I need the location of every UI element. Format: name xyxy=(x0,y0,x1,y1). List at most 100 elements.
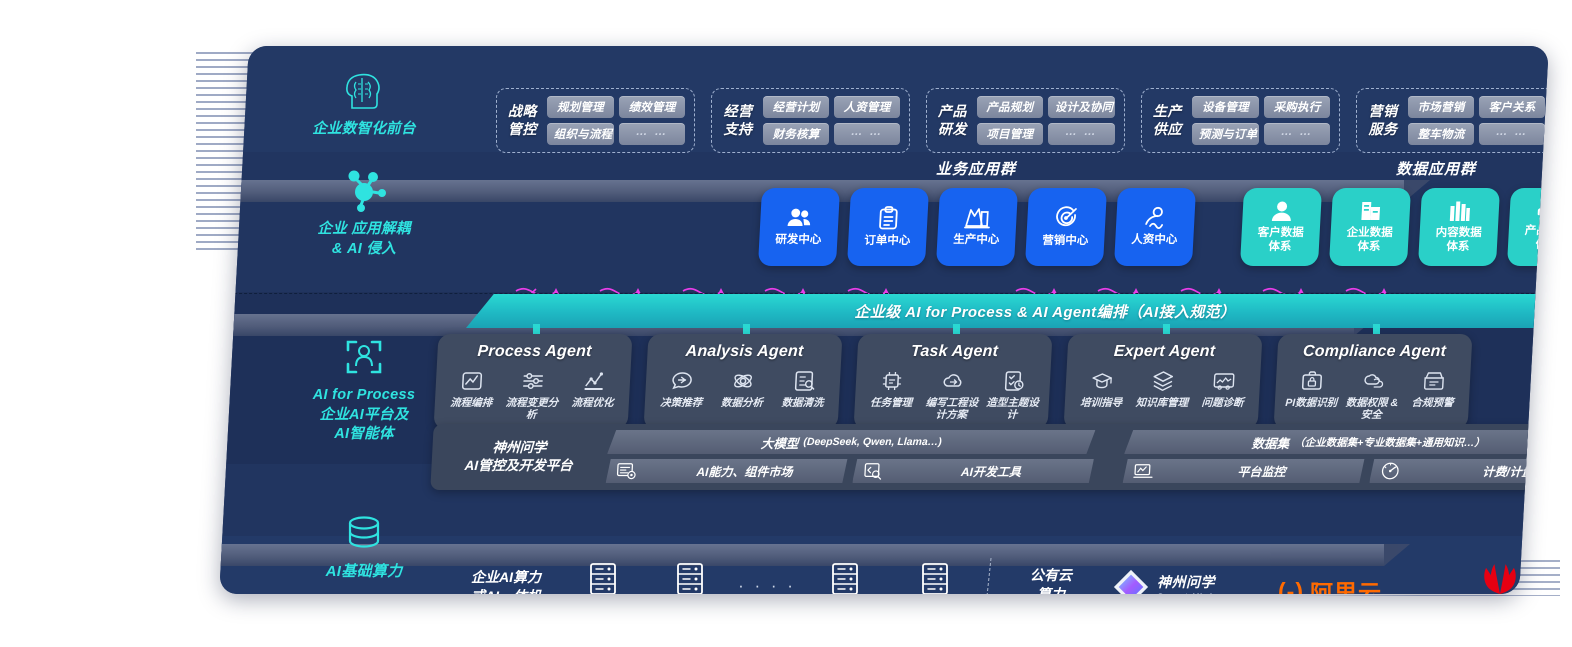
domain-group[interactable]: 产品 研发 产品规划 设计及协同 项目管理 … … xyxy=(926,88,1125,153)
domain-chip[interactable]: 组织与流程 xyxy=(546,123,614,145)
feature-label: 流程编排 xyxy=(449,397,493,409)
feature-label: 流程优化 xyxy=(571,397,614,409)
feature-label: 知识库管理 xyxy=(1135,397,1189,409)
vendor-aliyun[interactable]: (-) 阿里云 xyxy=(1278,574,1382,595)
domain-chip-more[interactable]: … … xyxy=(1264,123,1330,145)
domain-chip[interactable]: 产品规划 xyxy=(976,96,1043,118)
id-lock-icon xyxy=(1302,371,1323,390)
domain-chip-more[interactable]: … … xyxy=(834,123,900,145)
domain-chip[interactable]: 财务核算 xyxy=(763,123,829,145)
agent-feature[interactable]: 培训指导 xyxy=(1071,368,1133,409)
agent-feature[interactable]: 数据清洗 xyxy=(772,368,834,409)
large-model-subtitle: (DeepSeek, Qwen, Llama…) xyxy=(803,436,943,448)
agent-feature[interactable]: 流程变更分析 xyxy=(501,368,564,421)
domain-chip[interactable]: 规划管理 xyxy=(546,96,614,118)
infra-node-ai-appliance-2[interactable]: AI一体机 xyxy=(900,562,970,594)
ai-platform-row: 神州问学 AI管控及开发平台 大模型 (DeepSeek, Qwen, Llam… xyxy=(430,424,1549,490)
domain-chip-more[interactable]: … … xyxy=(1479,123,1545,145)
app-card-order[interactable]: 订单中心 xyxy=(846,188,930,266)
vendor-name-en: Smart Vision xyxy=(1157,592,1226,594)
feature-label: 决策推荐 xyxy=(659,397,703,409)
app-card-content-data[interactable]: 内容数据 体系 xyxy=(1417,188,1501,266)
agent-feature[interactable]: 问题诊断 xyxy=(1192,368,1254,409)
domain-group[interactable]: 生产 供应 设备管理 采购执行 预测与订单 … … xyxy=(1141,88,1340,153)
monitor-chart-icon xyxy=(1133,462,1154,480)
domain-group[interactable]: 经营 支持 经营计划 人资管理 财务核算 … … xyxy=(711,88,910,153)
app-label: 生产中心 xyxy=(952,234,1000,247)
agent-card-expert[interactable]: Expert Agent 培训指导 xyxy=(1063,334,1263,430)
ai-capability-market-cell[interactable]: AI能力、组件市场 xyxy=(606,459,848,483)
agent-feature[interactable]: 决策推荐 xyxy=(651,368,713,409)
infra-node-ai-appliance-1[interactable]: AI一体机 xyxy=(810,562,880,594)
domain-chip[interactable]: 整车物流 xyxy=(1408,123,1474,145)
agent-feature[interactable]: 流程编排 xyxy=(441,368,503,409)
feature-label: 造型主题设计 xyxy=(985,397,1040,422)
domain-name: 产品 研发 xyxy=(937,103,967,137)
cell-label: 平台监控 xyxy=(1237,464,1286,479)
vendor-huawei[interactable]: HUAWEI xyxy=(1460,562,1540,594)
domain-chip[interactable]: 采购执行 xyxy=(1264,96,1330,118)
banner-label: 企业级 AI for Process & AI Agent编排（AI接入规范） xyxy=(854,303,1236,321)
large-model-bar[interactable]: 大模型 (DeepSeek, Qwen, Llama…) xyxy=(607,430,1095,454)
huawei-logo xyxy=(1484,564,1516,594)
sliders-icon xyxy=(523,372,544,390)
domain-group[interactable]: 营销 服务 市场营销 客户关系 整车物流 … … xyxy=(1356,88,1549,153)
infra-node-datacenter-2[interactable]: 数据中心 xyxy=(655,562,725,594)
vendor-smart-vision[interactable]: 神州问学 Smart Vision xyxy=(1112,568,1226,594)
platform-monitor-cell[interactable]: 平台监控 xyxy=(1123,459,1365,483)
ai-devtool-cell[interactable]: AI开发工具 xyxy=(852,459,1094,483)
agent-feature[interactable]: 编写工程设计方案 xyxy=(921,368,984,421)
agent-feature[interactable]: 流程优化 xyxy=(562,368,624,409)
agent-card-task[interactable]: Task Agent 任务管理 xyxy=(853,334,1053,430)
domain-chip[interactable]: 设备管理 xyxy=(1191,96,1259,118)
layer-separator-dashed xyxy=(219,293,1549,294)
domain-group[interactable]: 战略 管控 规划管理 绩效管理 组织与流程 … … xyxy=(496,88,695,153)
agent-card-compliance[interactable]: Compliance Agent PI数据识别 xyxy=(1273,334,1473,430)
server-rack-icon xyxy=(677,563,703,594)
building-icon xyxy=(1361,201,1381,220)
billing-metering-cell[interactable]: 计费/计量 xyxy=(1369,459,1549,483)
smart-vision-logo xyxy=(1113,569,1149,594)
dataset-bar[interactable]: 数据集 （企业数据集+专业数据集+通用知识…） xyxy=(1124,430,1549,454)
agent-card-process[interactable]: Process Agent 流程编排 xyxy=(433,334,633,430)
app-card-enterprise-data[interactable]: 企业数据 体系 xyxy=(1328,188,1412,266)
app-card-marketing[interactable]: 营销中心 xyxy=(1024,188,1108,266)
domain-chip[interactable]: 人资管理 xyxy=(834,96,900,118)
agent-feature[interactable]: 数据分析 xyxy=(712,368,774,409)
domain-chip[interactable]: 预测与订单 xyxy=(1191,123,1259,145)
domain-name: 战略 管控 xyxy=(507,103,537,137)
agent-feature[interactable]: 造型主题设计 xyxy=(982,368,1045,421)
flow-window-icon xyxy=(462,372,483,390)
app-card-product-data[interactable]: 产品数据 体系 xyxy=(1506,188,1549,266)
agent-feature[interactable]: 合规预警 xyxy=(1402,368,1464,409)
agent-feature[interactable]: 数据权限 & 安全 xyxy=(1341,368,1404,421)
app-card-hr[interactable]: 人资中心 xyxy=(1113,188,1197,266)
feature-label: 培训指导 xyxy=(1079,397,1123,409)
domain-chip-more[interactable]: … … xyxy=(619,123,685,145)
app-label: 客户数据 体系 xyxy=(1257,226,1305,253)
agent-feature[interactable]: PI数据识别 xyxy=(1281,368,1343,409)
domain-chip[interactable]: 设计及协同 xyxy=(1047,96,1115,118)
cloud-pen-icon xyxy=(943,374,962,387)
app-card-production[interactable]: 生产中心 xyxy=(935,188,1019,266)
domain-chip[interactable]: 市场营销 xyxy=(1408,96,1474,118)
app-card-rd[interactable]: 研发中心 xyxy=(757,188,841,266)
infra-node-datacenter-1[interactable]: 数据中心 xyxy=(568,562,638,594)
domain-chip[interactable]: 客户关系 xyxy=(1479,96,1545,118)
domain-chip[interactable]: 绩效管理 xyxy=(619,96,685,118)
domain-chip-more[interactable]: … … xyxy=(1047,123,1115,145)
agent-card-analysis[interactable]: Analysis Agent 决策推荐 xyxy=(643,334,843,430)
agent-title: Compliance Agent xyxy=(1302,343,1447,360)
alert-box-icon xyxy=(1423,372,1444,390)
user-avatar-icon xyxy=(1271,201,1291,221)
domain-chip[interactable]: 项目管理 xyxy=(976,123,1043,145)
rail-item-app-decoupling: 企业 应用解耦 & AI 侵入 xyxy=(270,168,458,259)
users-group-icon xyxy=(787,208,811,226)
agent-feature[interactable]: 任务管理 xyxy=(861,368,923,409)
public-cloud-label: 公有云 算力 xyxy=(1030,567,1072,594)
devtool-icon xyxy=(862,462,883,480)
agent-feature[interactable]: 知识库管理 xyxy=(1132,368,1194,409)
domain-chip[interactable]: 经营计划 xyxy=(763,96,829,118)
app-card-customer-data[interactable]: 客户数据 体系 xyxy=(1239,188,1323,266)
